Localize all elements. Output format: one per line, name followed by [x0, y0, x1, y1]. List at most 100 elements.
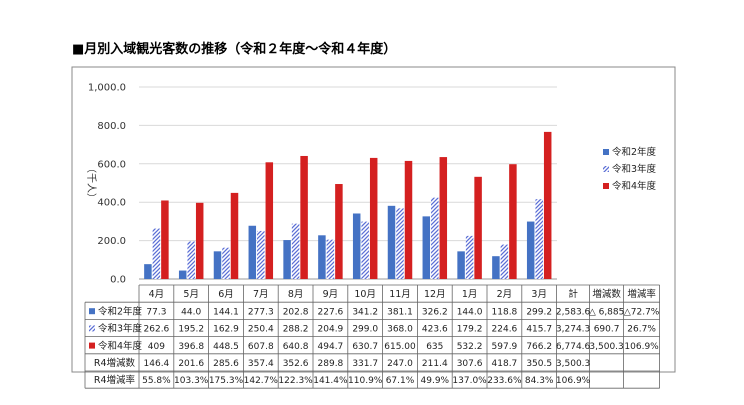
table-cell: 307.6 — [457, 359, 483, 369]
table-header: 3月 — [531, 289, 547, 300]
table-cell: 262.6 — [144, 325, 170, 335]
table-cell: 615.00 — [384, 342, 416, 352]
bar-2-10 — [465, 235, 474, 279]
table-cell: 277.3 — [248, 307, 274, 317]
table-cell: 418.7 — [492, 359, 518, 369]
bar-1-1 — [144, 264, 152, 279]
table-cell: 607.8 — [248, 342, 274, 352]
table-cell: 250.4 — [248, 325, 274, 335]
table-cell: 766.2 — [526, 342, 552, 352]
bar-2-4 — [257, 230, 265, 279]
table-cell: 3,500.3 — [589, 342, 623, 352]
table-cell: 331.7 — [352, 359, 378, 369]
table-row-label: 令和2年度 — [98, 305, 143, 317]
table-cell: 137.0% — [452, 376, 487, 386]
table-cell: 532.2 — [457, 342, 483, 352]
table-header: 4月 — [149, 289, 165, 300]
table-cell: 3,500.3 — [556, 359, 590, 369]
table-row-marker — [89, 325, 95, 332]
table-cell: 195.2 — [178, 325, 204, 335]
table-cell: 423.6 — [422, 325, 448, 335]
bar-3-1 — [161, 200, 169, 279]
table-header: 1月 — [462, 289, 478, 300]
table-header: 6月 — [218, 289, 234, 300]
legend-swatch — [603, 183, 609, 189]
table-cell: 110.9% — [348, 376, 383, 386]
table-cell: 690.7 — [594, 325, 620, 335]
bar-2-1 — [152, 228, 161, 279]
page-title: ■月別入域観光客数の推移（令和２年度～令和４年度） — [72, 42, 397, 57]
table-header: 計 — [568, 288, 578, 300]
bar-3-2 — [195, 202, 204, 279]
table-row-label: R4増減率 — [94, 374, 136, 386]
table-cell: 289.8 — [318, 359, 344, 369]
table-cell: 494.7 — [318, 342, 344, 352]
table-cell: 144.0 — [457, 307, 483, 317]
table-row-label: R4増減数 — [94, 357, 136, 369]
table-cell: 299.0 — [352, 325, 378, 335]
y-tick-label: 600.0 — [97, 159, 126, 170]
y-axis-label: （千人） — [85, 163, 97, 203]
table-cell: 350.5 — [526, 359, 552, 369]
bar-1-3 — [213, 251, 222, 279]
table-cell: 357.4 — [248, 359, 274, 369]
table-cell: 44.0 — [181, 307, 201, 317]
bar-1-11 — [492, 256, 500, 279]
bar-2-12 — [535, 199, 543, 279]
table-cell: 146.4 — [144, 359, 170, 369]
table-header: 12月 — [424, 289, 446, 300]
bar-2-3 — [222, 247, 230, 279]
bar-1-4 — [248, 225, 257, 279]
table-cell: 409 — [148, 342, 165, 352]
table-header: 増減数 — [592, 288, 621, 300]
table-cell: 396.8 — [178, 342, 204, 352]
bar-3-8 — [404, 160, 413, 279]
table-header: 11月 — [389, 289, 411, 300]
bar-3-11 — [509, 164, 517, 279]
table-cell: 233.6% — [487, 376, 522, 386]
table-cell: 640.8 — [283, 342, 309, 352]
table-cell: 326.2 — [422, 307, 448, 317]
table-cell: 415.7 — [526, 325, 552, 335]
legend-swatch — [603, 149, 609, 155]
table-cell: 202.8 — [283, 307, 309, 317]
table-cell: 224.6 — [492, 325, 518, 335]
table-row-label: 令和4年度 — [98, 340, 143, 352]
table-cell: 288.2 — [283, 325, 309, 335]
table-cell: 162.9 — [213, 325, 239, 335]
y-tick-label: 200.0 — [97, 236, 126, 247]
bar-2-7 — [361, 221, 369, 279]
bar-1-5 — [283, 240, 291, 279]
table-cell: 635 — [426, 342, 443, 352]
table-header: 7月 — [253, 289, 269, 300]
table-cell: 179.2 — [457, 325, 483, 335]
bar-1-2 — [178, 270, 187, 279]
table-cell: 142.7% — [244, 376, 279, 386]
table-cell: 227.6 — [318, 307, 344, 317]
table-cell: 84.3% — [525, 376, 554, 386]
bar-3-5 — [300, 155, 308, 279]
y-tick-label: 400.0 — [97, 198, 126, 209]
y-tick-label: 800.0 — [97, 121, 126, 132]
bar-3-12 — [543, 131, 552, 279]
table-cell: 6,774.6 — [556, 342, 591, 352]
table-cell: 77.3 — [146, 307, 166, 317]
table-cell: 55.8% — [142, 376, 171, 386]
table-cell: △72.7% — [624, 307, 660, 317]
table-cell: 26.7% — [627, 325, 656, 335]
legend-swatch — [603, 166, 609, 172]
table-cell: 103.3% — [174, 376, 209, 386]
bar-3-7 — [369, 157, 378, 279]
table-cell: 368.0 — [387, 325, 413, 335]
table-header: 9月 — [323, 289, 339, 300]
bar-2-6 — [326, 239, 335, 279]
table-cell: 49.9% — [421, 376, 450, 386]
bar-1-12 — [526, 221, 535, 279]
table-cell: 106.9% — [624, 342, 659, 352]
bar-3-9 — [439, 157, 448, 279]
bar-2-2 — [187, 241, 195, 279]
bar-1-8 — [387, 205, 396, 279]
bar-2-5 — [291, 223, 300, 279]
y-tick-label: 1,000.0 — [88, 83, 126, 94]
